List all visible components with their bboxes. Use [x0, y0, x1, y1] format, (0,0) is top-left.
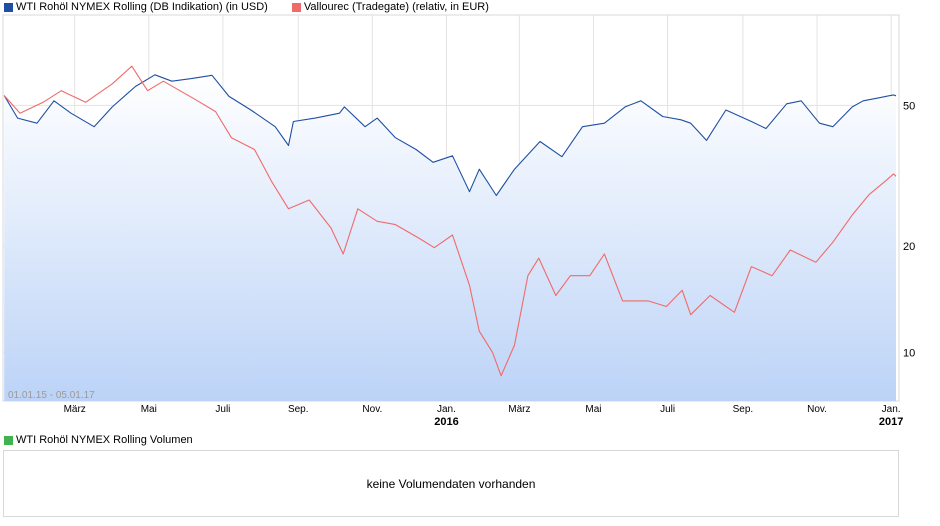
series-line-0 [3, 74, 897, 197]
x-tick-label: Jan. [437, 404, 456, 415]
x-tick-year-label: 2017 [879, 416, 903, 428]
volume-empty-message: keine Volumendaten vorhanden [366, 477, 536, 491]
legend-item-vallourec[interactable]: Vallourec (Tradegate) (relativ, in EUR) [291, 1, 489, 13]
x-tick-label: Juli [215, 404, 230, 415]
series-area-0 [4, 74, 896, 402]
x-tick-label: Nov. [362, 404, 382, 415]
y-tick-label: 10 [903, 348, 915, 360]
y-tick-label: 50 [903, 100, 915, 112]
x-tick-year-label: 2016 [434, 416, 458, 428]
series-lines [3, 65, 897, 377]
volume-legend: WTI Rohöl NYMEX Rolling Volumen [4, 433, 217, 447]
x-tick-label: Sep. [733, 404, 754, 415]
legend-item-wti[interactable]: WTI Rohöl NYMEX Rolling (DB Indikation) … [4, 1, 268, 13]
legend-label-vallourec: Vallourec (Tradegate) (relativ, in EUR) [303, 1, 489, 13]
legend-swatch-wti [4, 2, 13, 12]
x-tick-label: März [64, 404, 86, 415]
legend-swatch-vallourec [291, 2, 301, 12]
legend-label-volume: WTI Rohöl NYMEX Rolling Volumen [16, 434, 193, 446]
x-tick-label: Juli [660, 404, 675, 415]
x-tick-label: März [508, 404, 530, 415]
x-tick-label: Jan. [882, 404, 901, 415]
volume-panel: keine Volumendaten vorhanden [3, 450, 899, 517]
x-tick-label: Mai [585, 404, 601, 415]
y-axis: 10 20 50 [903, 100, 915, 359]
series-line-1 [3, 65, 897, 377]
x-tick-label: Nov. [807, 404, 827, 415]
legend-swatch-volume [4, 435, 13, 445]
y-tick-label: 20 [903, 241, 915, 253]
x-tick-label: Mai [141, 404, 157, 415]
date-range-label: 01.01.15 - 05.01.17 [8, 390, 95, 401]
legend-item-volume[interactable]: WTI Rohöl NYMEX Rolling Volumen [4, 434, 193, 446]
area-fill [4, 74, 896, 402]
chart-legend: WTI Rohöl NYMEX Rolling (DB Indikation) … [4, 0, 513, 14]
legend-label-wti: WTI Rohöl NYMEX Rolling (DB Indikation) … [16, 1, 268, 13]
x-tick-label: Sep. [288, 404, 309, 415]
